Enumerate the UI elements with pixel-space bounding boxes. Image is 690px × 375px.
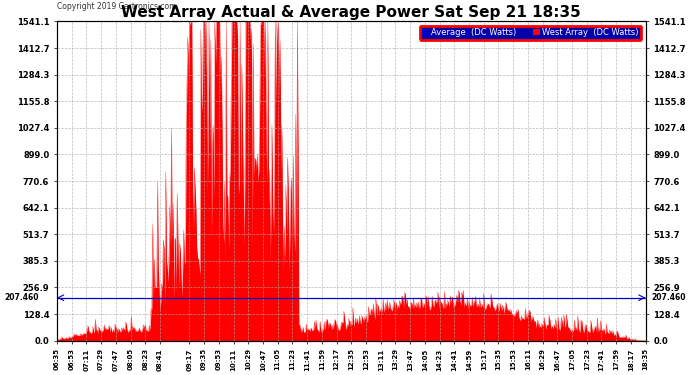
Text: 207.460: 207.460: [651, 293, 686, 302]
Legend: Average  (DC Watts), West Array  (DC Watts): Average (DC Watts), West Array (DC Watts…: [420, 26, 642, 40]
Text: 207.460: 207.460: [4, 293, 39, 302]
Text: Copyright 2019 Cartronics.com: Copyright 2019 Cartronics.com: [57, 2, 177, 11]
Title: West Array Actual & Average Power Sat Sep 21 18:35: West Array Actual & Average Power Sat Se…: [121, 5, 581, 20]
